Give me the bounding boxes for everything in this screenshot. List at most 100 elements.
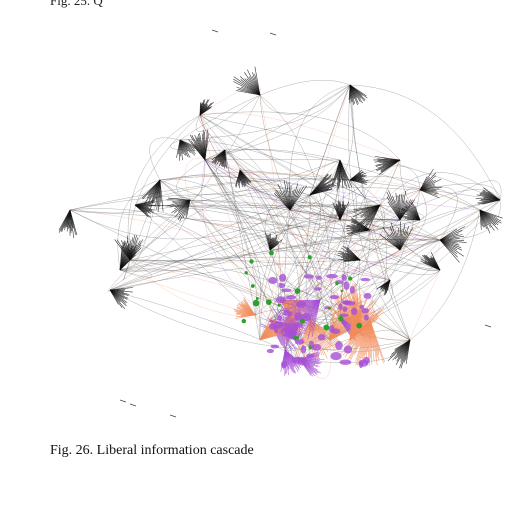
network-edge — [123, 259, 131, 281]
network-node — [278, 282, 285, 289]
node-cluster — [373, 156, 401, 175]
network-edge — [119, 269, 256, 316]
network-edge — [129, 204, 381, 261]
network-edge — [198, 114, 291, 211]
network-node — [268, 277, 278, 284]
network-node — [287, 330, 297, 335]
network-node — [294, 312, 303, 321]
network-edge — [134, 186, 421, 206]
network-edge — [179, 139, 341, 321]
node-cluster — [141, 179, 164, 212]
network-node — [269, 250, 274, 256]
network-node — [338, 315, 344, 322]
network-node — [169, 414, 177, 418]
network-edge — [409, 269, 441, 341]
network-edge — [199, 111, 401, 161]
node-cluster — [420, 252, 441, 271]
network-edge — [159, 179, 291, 225]
node-cluster — [379, 221, 414, 251]
network-edge — [169, 139, 226, 151]
network-node — [249, 259, 254, 264]
network-edge — [176, 149, 226, 201]
network-edge — [119, 194, 311, 272]
network-node — [294, 288, 301, 294]
network-node — [300, 345, 307, 354]
network-edge — [309, 194, 441, 247]
network-node — [348, 276, 353, 281]
network-edge — [264, 159, 341, 251]
network-node — [241, 318, 246, 324]
network-edge — [289, 209, 322, 341]
network-node — [329, 295, 340, 300]
network-edge — [109, 159, 401, 291]
network-edge — [199, 114, 441, 271]
network-node — [341, 274, 347, 281]
network-edge — [189, 199, 281, 301]
network-nodes — [119, 29, 492, 418]
network-node — [323, 324, 330, 331]
network-edge — [199, 114, 391, 281]
network-edge — [289, 209, 441, 241]
network-node — [266, 348, 274, 354]
network-node — [281, 288, 292, 293]
node-cluster — [235, 169, 252, 189]
node-cluster — [273, 180, 307, 211]
network-edge — [269, 189, 421, 251]
network-edge — [259, 159, 401, 341]
network-edge — [199, 114, 501, 201]
network-node — [326, 274, 338, 279]
node-cluster — [211, 149, 227, 169]
network-node — [358, 359, 369, 367]
figure-caption: Fig. 26. Liberal information cascade — [50, 443, 254, 458]
network-edge — [201, 159, 271, 321]
network-node — [293, 322, 303, 328]
node-cluster — [439, 226, 467, 263]
network-edge — [129, 229, 371, 261]
network-edge — [284, 208, 341, 221]
network-node — [307, 255, 312, 260]
network-edge — [69, 178, 351, 211]
node-cluster — [348, 84, 368, 106]
network-node — [364, 314, 369, 321]
network-node — [314, 287, 322, 291]
network-node — [269, 32, 277, 36]
node-cluster — [387, 339, 411, 369]
network-edge — [69, 208, 391, 281]
network-node — [252, 299, 260, 307]
network-node — [338, 303, 343, 311]
network-edge — [254, 159, 401, 316]
node-cluster — [233, 66, 261, 96]
node-cluster — [337, 245, 361, 263]
network-node — [299, 318, 305, 324]
network-edge — [195, 94, 261, 132]
network-edge — [409, 209, 481, 341]
network-node — [351, 307, 358, 316]
network-edge — [179, 139, 441, 241]
network-edge — [289, 218, 401, 311]
network-edge — [129, 259, 281, 301]
network-edge — [199, 114, 311, 197]
network-edge — [349, 84, 501, 201]
network-edge — [109, 289, 411, 350]
node-cluster — [349, 169, 369, 185]
node-cluster — [265, 232, 283, 251]
network-edge — [289, 209, 441, 272]
network-node — [303, 274, 314, 279]
node-cluster — [475, 187, 501, 205]
network-edge — [224, 149, 261, 341]
network-node — [255, 297, 259, 300]
network-node — [335, 341, 343, 350]
network-edge — [159, 172, 401, 221]
node-cluster — [332, 159, 352, 191]
network-edge — [269, 239, 441, 321]
network-node — [274, 325, 279, 334]
network-node — [363, 292, 372, 299]
network-edge — [179, 79, 351, 141]
network-node — [315, 275, 322, 280]
network-node — [343, 281, 350, 290]
network-edge — [109, 194, 311, 291]
network-edge — [259, 94, 280, 321]
information-cascade-network-graph — [58, 29, 503, 418]
node-cluster — [400, 201, 421, 221]
